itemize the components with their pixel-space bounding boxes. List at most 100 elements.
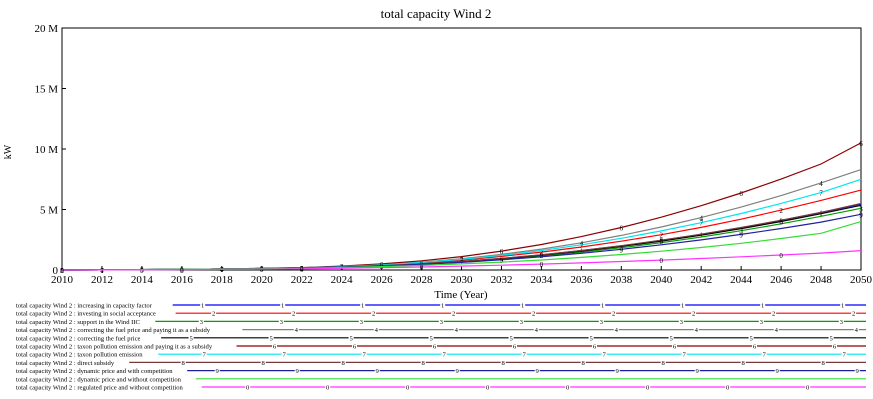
legend-marker-bg — [828, 334, 834, 342]
series-marker-3: 3 — [739, 228, 743, 236]
legend-marker-bg — [681, 350, 687, 358]
legend-marker-11: 0 — [806, 385, 810, 392]
x-tick-label: 2038 — [610, 274, 633, 286]
legend-marker-6: 6 — [353, 344, 357, 351]
legend-marker-bg — [521, 350, 527, 358]
legend-marker-2: 2 — [772, 311, 775, 318]
x-tick-label: 2020 — [251, 274, 274, 286]
legend-marker-bg — [428, 334, 434, 342]
legend-marker-bg — [680, 301, 686, 309]
legend-marker-bg — [180, 358, 186, 366]
legend-label-10: total capacity Wind 2 : dynamic price an… — [16, 376, 182, 383]
legend-marker-8: 8 — [502, 360, 506, 367]
legend-marker-2: 2 — [212, 311, 215, 318]
x-tick-label: 2028 — [411, 274, 434, 286]
y-tick-label: 20 M — [34, 23, 58, 35]
series-marker-2: 2 — [660, 232, 664, 240]
series-marker-11: 0 — [540, 261, 544, 269]
x-tick-label: 2024 — [331, 274, 354, 286]
legend-marker-bg — [854, 367, 860, 375]
legend-label-1: total capacity Wind 2 : increasing in ca… — [16, 303, 153, 310]
x-tick-label: 2030 — [451, 274, 474, 286]
series-marker-9: 9 — [739, 231, 743, 239]
legend-marker-bg — [614, 367, 620, 375]
x-tick-label: 2048 — [810, 274, 833, 286]
legend-marker-9: 9 — [296, 368, 300, 375]
legend-marker-bg — [454, 367, 460, 375]
legend-marker-bg — [534, 367, 540, 375]
legend-label-7: total capacity Wind 2 : taxon pollution … — [16, 352, 143, 359]
series-marker-8: 8 — [60, 267, 64, 275]
legend-marker-6: 6 — [673, 344, 677, 351]
legend-marker-3: 3 — [600, 319, 604, 326]
legend-marker-bg — [360, 301, 366, 309]
series-marker-1: 1 — [220, 266, 224, 274]
y-axis-label: kW — [3, 144, 14, 159]
legend-marker-bg — [598, 317, 604, 325]
legend-label-4: total capacity Wind 2 : correcting the f… — [16, 327, 211, 334]
series-line-6 — [61, 142, 862, 271]
legend-marker-bg — [348, 334, 354, 342]
legend-marker-bg — [748, 334, 754, 342]
x-tick-label: 2046 — [770, 274, 793, 286]
legend-marker-bg — [774, 367, 780, 375]
x-tick-label: 2010 — [51, 274, 74, 286]
series-marker-11: 0 — [180, 267, 184, 275]
series-marker-8: 8 — [660, 237, 664, 245]
x-tick-label: 2026 — [371, 274, 394, 286]
legend-marker-9: 9 — [856, 368, 860, 375]
legend-marker-bg — [441, 350, 447, 358]
legend-marker-1: 1 — [201, 303, 204, 310]
series-marker-9: 9 — [859, 211, 863, 219]
series-marker-6: 6 — [500, 248, 504, 256]
legend-marker-6: 6 — [513, 344, 517, 351]
legend-marker-bg — [840, 301, 846, 309]
legend-marker-4: 4 — [455, 327, 459, 334]
legend-marker-bg — [485, 383, 491, 391]
series-marker-5: 5 — [60, 267, 64, 275]
y-tick-label: 15 M — [34, 84, 58, 96]
y-tick-label: 0 — [53, 265, 59, 277]
series-marker-1: 1 — [100, 267, 104, 275]
legend-marker-bg — [771, 309, 777, 317]
legend-marker-9: 9 — [536, 368, 540, 375]
legend-marker-bg — [294, 367, 300, 375]
legend-marker-9: 9 — [696, 368, 700, 375]
series-marker-7: 7 — [100, 267, 104, 275]
legend-marker-5: 5 — [349, 335, 353, 342]
legend: total capacity Wind 2 : increasing in ca… — [16, 301, 866, 392]
legend-marker-8: 8 — [182, 360, 186, 367]
legend-marker-1: 1 — [361, 303, 364, 310]
legend-marker-bg — [201, 350, 207, 358]
legend-marker-bg — [805, 383, 811, 391]
legend-marker-7: 7 — [363, 352, 367, 359]
legend-marker-7: 7 — [443, 352, 447, 359]
series-marker-7: 7 — [460, 256, 464, 264]
legend-marker-5: 5 — [749, 335, 753, 342]
legend-marker-bg — [533, 326, 539, 334]
legend-marker-bg — [451, 309, 457, 317]
series-marker-11: 0 — [779, 252, 783, 260]
legend-marker-8: 8 — [422, 360, 426, 367]
legend-marker-9: 9 — [616, 368, 620, 375]
legend-marker-bg — [752, 342, 757, 350]
series-marker-5: 5 — [180, 266, 184, 274]
legend-marker-2: 2 — [532, 311, 535, 318]
legend-marker-bg — [668, 334, 674, 342]
x-tick-label: 2032 — [490, 274, 512, 286]
legend-marker-bg — [600, 301, 606, 309]
legend-marker-11: 0 — [406, 385, 410, 392]
legend-marker-bg — [278, 317, 284, 325]
legend-marker-11: 0 — [326, 385, 330, 392]
series-marker-9: 9 — [500, 257, 504, 265]
legend-marker-bg — [820, 358, 826, 366]
legend-marker-bg — [272, 342, 277, 350]
legend-marker-bg — [851, 309, 857, 317]
legend-marker-8: 8 — [342, 360, 346, 367]
series-marker-11: 0 — [660, 257, 664, 265]
legend-label-3: total capacity Wind 2 : support in the W… — [16, 319, 141, 326]
x-tick-label: 2042 — [690, 274, 712, 286]
series-marker-6: 6 — [140, 267, 144, 275]
series-marker-2: 2 — [540, 249, 544, 257]
